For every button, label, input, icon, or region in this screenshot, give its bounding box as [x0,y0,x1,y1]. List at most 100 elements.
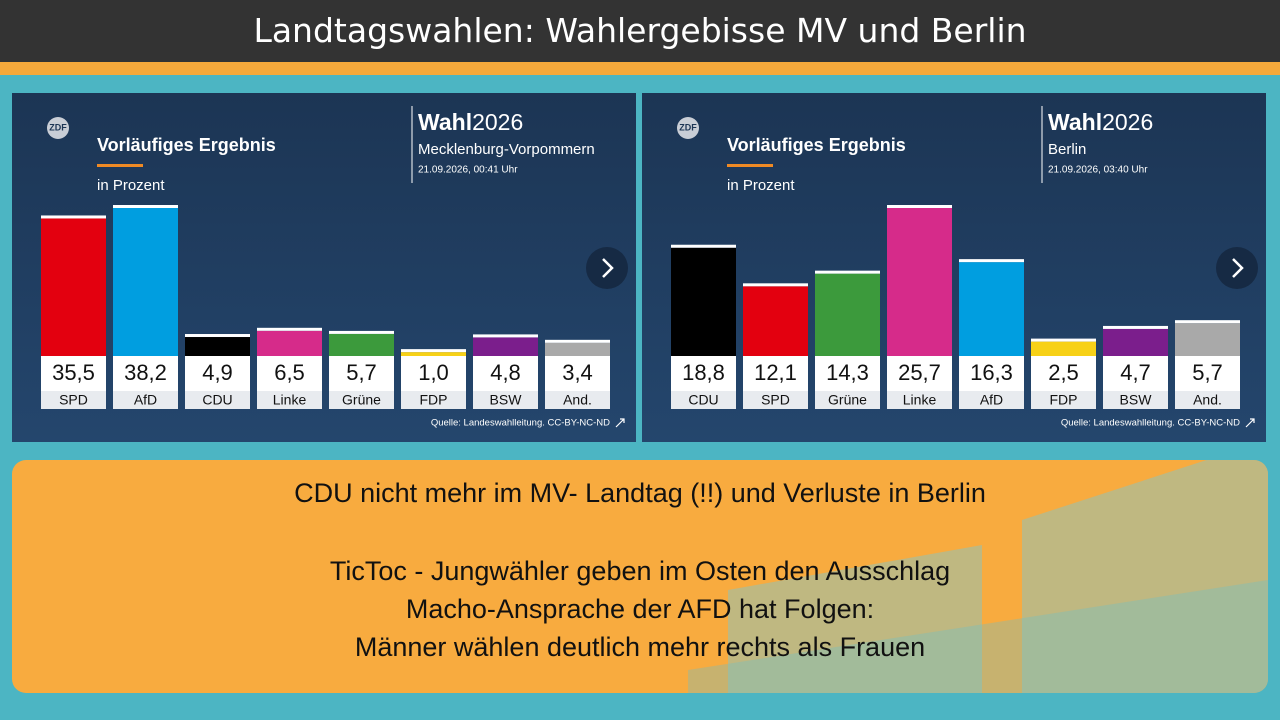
brand-word: Wahl [1048,109,1102,135]
category-box [815,391,880,409]
category-box [257,391,322,409]
bar-cap [887,205,952,208]
chevron [1232,258,1244,278]
value-label: 5,7 [346,360,377,385]
bar-cap [545,339,610,343]
bar-cap [473,334,538,338]
value-label: 16,3 [970,360,1013,385]
bar [329,333,394,356]
category-label: CDU [202,392,232,408]
logo: ZDF [679,122,697,132]
category-label: Linke [273,392,307,408]
bar [815,273,880,356]
category-label: And. [1193,392,1222,408]
category-label: Grüne [828,392,867,408]
value-box [41,356,106,391]
category-box [743,391,808,409]
value-label: 35,5 [52,360,95,385]
bar-cap [743,283,808,287]
value-label: 18,8 [682,360,725,385]
value-label: 25,7 [898,360,941,385]
value-box [329,356,394,391]
value-box [473,356,538,391]
category-box [41,391,106,409]
value-label: 4,7 [1120,360,1151,385]
bar-cap [671,244,736,248]
stripe [0,62,1280,75]
bar [113,208,178,356]
chart-title: Vorläufiges Ergebnis [727,135,906,155]
category-label: CDU [688,392,718,408]
bar-cap [815,270,880,274]
region: Berlin [1048,141,1086,158]
category-box [113,391,178,409]
next-button[interactable] [586,247,628,289]
chart-panel: ZDF Vorläufiges Ergebnis in Prozent Wahl202… [12,93,636,442]
category-label: FDP [1050,392,1078,408]
category-box [1103,391,1168,409]
value-box [959,356,1024,391]
bar [473,337,538,356]
bar-cap [185,334,250,338]
bar-cap [1031,338,1096,342]
next-button[interactable] [1216,247,1258,289]
value-label: 4,9 [202,360,233,385]
bar-cap [257,327,322,331]
bar [1031,341,1096,356]
expand-icon [615,418,625,428]
chart-subtitle: in Prozent [727,177,795,194]
notes-box: CDU nicht mehr im MV- Landtag (!!) und V… [12,460,1268,693]
value-box [1103,356,1168,391]
title-underline [97,164,143,167]
value-label: 12,1 [754,360,797,385]
category-label: BSW [490,392,523,408]
bar [671,247,736,356]
category-box [545,391,610,409]
brand: Wahl2026 [418,109,523,135]
category-box [1175,391,1240,409]
value-label: 38,2 [124,360,167,385]
bar-cap [959,259,1024,263]
bar-cap [41,215,106,219]
category-box [959,391,1024,409]
chevron [602,258,614,278]
value-box [401,356,466,391]
category-label: Linke [903,392,937,408]
chart-subtitle: in Prozent [97,177,165,194]
bar-cap [1175,320,1240,324]
category-label: SPD [59,392,88,408]
note: TicToc - Jungwähler geben im Osten den A… [329,556,951,586]
value-box [1031,356,1096,391]
value-box [113,356,178,391]
category-box [1031,391,1096,409]
value-box [743,356,808,391]
chart-title: Vorläufiges Ergebnis [97,135,276,155]
value-label: 14,3 [826,360,869,385]
bar [257,330,322,356]
logo-circle [47,117,69,139]
category-label: AfD [134,392,157,408]
bar [1175,323,1240,356]
bar [545,342,610,356]
value-box [1175,356,1240,391]
brand-year: 2026 [472,109,523,135]
bar [1103,328,1168,356]
value-box [671,356,736,391]
category-box [671,391,736,409]
value-label: 6,5 [274,360,305,385]
logo-circle [677,117,699,139]
value-box [887,356,952,391]
bar [401,352,466,356]
bar [959,262,1024,356]
value-label: 3,4 [562,360,593,385]
category-box [473,391,538,409]
category-label: AfD [980,392,1003,408]
value-box [545,356,610,391]
bar [743,286,808,356]
value-label: 2,5 [1048,360,1079,385]
brand: Wahl2026 [1048,109,1153,135]
value-box [257,356,322,391]
category-label: SPD [761,392,790,408]
value-box [815,356,880,391]
bar-cap [113,205,178,208]
